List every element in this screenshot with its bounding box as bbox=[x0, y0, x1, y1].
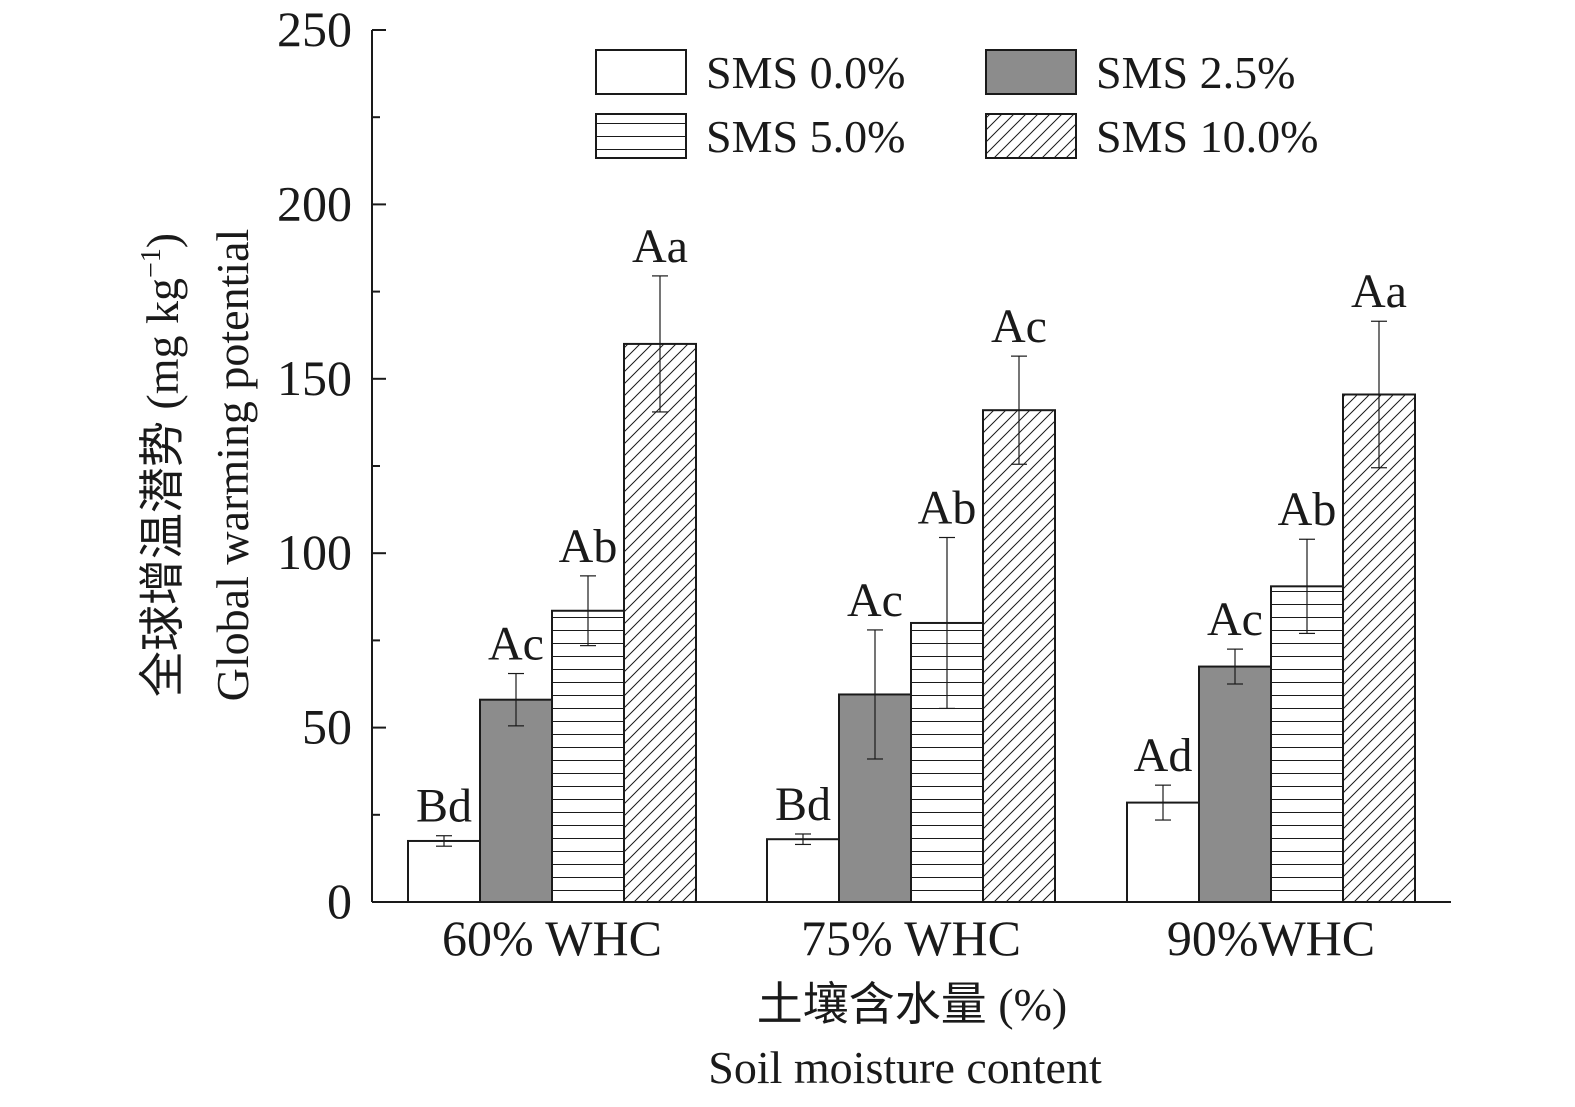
bar-s3-c2 bbox=[1342, 393, 1416, 903]
sig-label-s3-c0: Aa bbox=[632, 220, 688, 273]
bar-s1-c2 bbox=[1198, 665, 1272, 903]
sig-label-s2-c0: Ab bbox=[559, 520, 618, 573]
sig-label-s0-c2: Ad bbox=[1134, 729, 1193, 782]
x-axis-title-cn: 土壤含水量 (%) bbox=[757, 979, 1067, 1030]
error-bar-s2-c1 bbox=[939, 536, 955, 710]
bar-s1-c0 bbox=[479, 698, 553, 903]
sig-label-s3-c2: Aa bbox=[1351, 265, 1407, 318]
error-bar-s2-c0 bbox=[580, 575, 596, 647]
legend-label-sms-0: SMS 0.0% bbox=[706, 47, 905, 98]
y-axis-ticks: 0 50 100 150 200 250 bbox=[277, 1, 386, 929]
sig-label-s0-c1: Bd bbox=[775, 778, 831, 831]
legend-swatch-sms-10 bbox=[985, 113, 1077, 159]
legend-label-sms-10: SMS 10.0% bbox=[1096, 111, 1318, 162]
sig-label-s2-c2: Ab bbox=[1278, 483, 1337, 536]
legend-label-sms-2-5: SMS 2.5% bbox=[1096, 47, 1295, 98]
legend-label-sms-5: SMS 5.0% bbox=[706, 111, 905, 162]
y-axis-title-unit-sup: −1 bbox=[136, 248, 167, 278]
y-tick-label-100: 100 bbox=[277, 524, 352, 580]
bar-s2-c0 bbox=[551, 609, 625, 903]
sig-label-s1-c1: Ac bbox=[847, 574, 903, 627]
y-axis-title-cn-main: 全球增温潜势 (mg kg bbox=[137, 278, 188, 697]
sig-label-s1-c0: Ac bbox=[488, 618, 544, 671]
y-axis-title-en: Global warming potential bbox=[207, 229, 258, 702]
x-tick-label-1: 75% WHC bbox=[801, 910, 1021, 966]
y-tick-label-0: 0 bbox=[327, 873, 352, 929]
legend-swatch-sms-5 bbox=[595, 113, 687, 159]
error-bar-s3-c1 bbox=[1011, 355, 1027, 465]
sig-label-s1-c2: Ac bbox=[1207, 593, 1263, 646]
legend: SMS 0.0% SMS 2.5% SMS 5.0% SMS 10.0% bbox=[595, 47, 1318, 162]
error-bar-s3-c2 bbox=[1371, 320, 1387, 469]
bar-s0-c1 bbox=[766, 838, 840, 904]
legend-swatch-sms-2-5 bbox=[985, 49, 1077, 95]
y-tick-label-50: 50 bbox=[302, 699, 352, 755]
error-bar-s0-c2 bbox=[1155, 784, 1171, 821]
legend-swatch-sms-0 bbox=[595, 49, 687, 95]
legend-item-sms-10: SMS 10.0% bbox=[985, 111, 1318, 162]
error-bar-s1-c0 bbox=[508, 672, 524, 727]
y-tick-label-250: 250 bbox=[277, 1, 352, 57]
y-axis-title-cn: 全球增温潜势 (mg kg−1) bbox=[136, 233, 188, 697]
bar-s2-c2 bbox=[1270, 585, 1344, 903]
error-bar-s0-c1 bbox=[795, 833, 811, 846]
sig-label-s3-c1: Ac bbox=[991, 300, 1047, 353]
error-bar-s1-c2 bbox=[1227, 648, 1243, 685]
bar-s0-c0 bbox=[407, 839, 481, 904]
error-bar-s2-c2 bbox=[1299, 538, 1315, 635]
bar-s3-c0 bbox=[623, 342, 697, 904]
bars: Bd Bd Ad Ac Ac Ac Ab Ab Ab Aa Ac Aa bbox=[407, 220, 1416, 904]
sig-label-s2-c1: Ab bbox=[918, 482, 977, 535]
error-bar-s0-c0 bbox=[436, 835, 452, 847]
legend-item-sms-2-5: SMS 2.5% bbox=[985, 47, 1295, 98]
x-tick-label-0: 60% WHC bbox=[442, 910, 662, 966]
legend-item-sms-5: SMS 5.0% bbox=[595, 111, 905, 162]
y-axis-title: 全球增温潜势 (mg kg−1) Global warming potentia… bbox=[136, 229, 258, 702]
x-axis-tick-labels: 60% WHC 75% WHC 90%WHC bbox=[442, 910, 1375, 966]
y-tick-label-150: 150 bbox=[277, 350, 352, 406]
x-axis-title-en: Soil moisture content bbox=[708, 1042, 1102, 1093]
error-bar-s1-c1 bbox=[867, 629, 883, 760]
legend-item-sms-0: SMS 0.0% bbox=[595, 47, 905, 98]
y-tick-label-200: 200 bbox=[277, 175, 352, 231]
bar-s3-c1 bbox=[982, 409, 1056, 903]
sig-label-s0-c0: Bd bbox=[416, 780, 472, 833]
error-bar-s3-c0 bbox=[652, 275, 668, 413]
x-tick-label-2: 90%WHC bbox=[1167, 910, 1375, 966]
y-axis-title-close: ) bbox=[137, 233, 188, 248]
